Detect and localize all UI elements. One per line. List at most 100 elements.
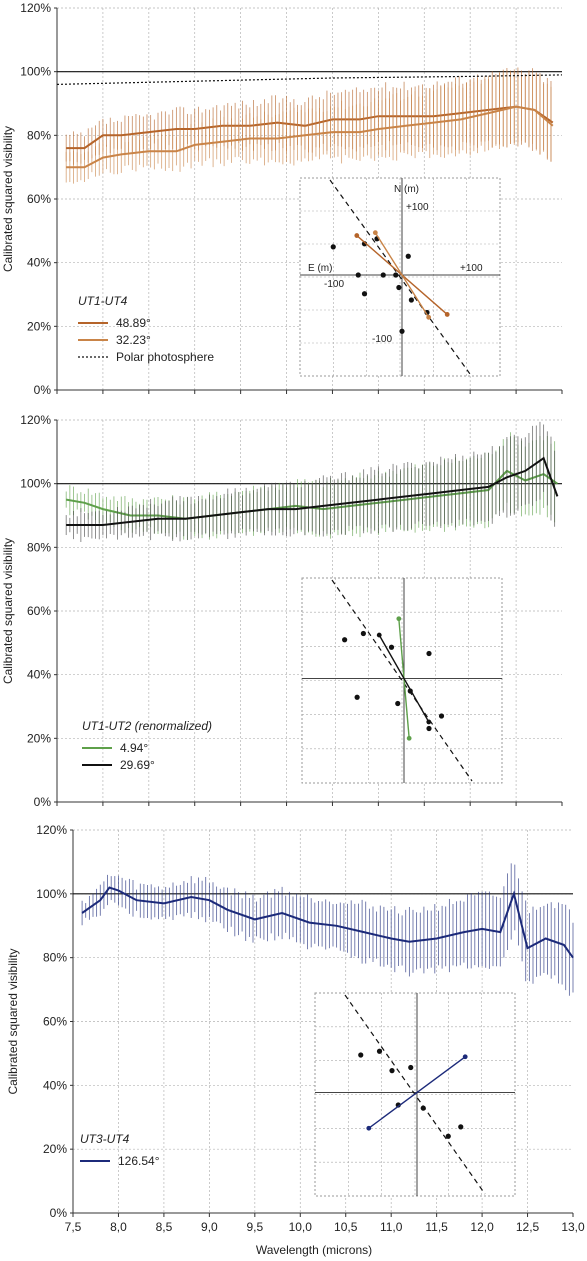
inset-point	[426, 725, 432, 732]
inset-point	[438, 713, 445, 719]
series-line	[66, 105, 554, 169]
y-tick-label: 80%	[27, 128, 51, 142]
y-tick-label: 100%	[20, 65, 51, 79]
inset-point	[376, 1048, 383, 1054]
x-tick-label: 8,5	[156, 1220, 173, 1234]
y-tick-label: 120%	[36, 823, 67, 837]
x-tick-label: 8,0	[110, 1220, 127, 1234]
x-tick-label: 10,5	[334, 1220, 358, 1234]
inset-point	[408, 297, 414, 303]
panel-ut1-ut4: 0% 20% 40% 60% 80% 100% 120% Calibrated squared…	[1, 1, 563, 397]
x-tick-label: 10,0	[289, 1220, 313, 1234]
legend-title: UT1-UT4	[78, 294, 128, 308]
legend-entry: 29.69°	[120, 758, 155, 772]
x-axis-label: Wavelength (microns)	[256, 1243, 372, 1257]
inset-baseline-end	[426, 719, 432, 725]
inset-point	[405, 253, 411, 259]
inset-point	[426, 650, 432, 657]
x-tick-label: 12,5	[516, 1220, 540, 1234]
inset-point	[330, 244, 336, 250]
inset-point	[342, 637, 348, 643]
inset-point	[388, 644, 395, 650]
y-tick-label: 100%	[20, 477, 51, 491]
y-tick-label: 120%	[20, 413, 51, 427]
inset-tick-label: -100	[372, 334, 392, 345]
y-tick-label: 80%	[27, 540, 51, 554]
inset-baseline	[378, 634, 430, 723]
y-tick-label: 60%	[43, 1015, 67, 1029]
y-tick-label: 40%	[27, 668, 51, 682]
inset-baseline-end	[354, 233, 360, 238]
legend-title: UT1-UT2 (renormalized)	[82, 719, 212, 733]
y-tick-label: 40%	[43, 1078, 67, 1092]
x-tick-label: 9,5	[246, 1220, 263, 1234]
inset-point	[458, 1124, 464, 1130]
legend-entry: 48.89°	[116, 316, 151, 330]
series-line	[81, 886, 574, 959]
inset-point	[354, 694, 360, 700]
x-tick-label: 12,0	[470, 1220, 494, 1234]
y-axis-label: Calibrated squared visibility	[1, 538, 15, 684]
legend-entry: 4.94°	[120, 741, 148, 755]
x-tick-label: 7,5	[65, 1220, 82, 1234]
y-tick-label: 20%	[27, 319, 51, 333]
inset-baseline	[368, 1056, 466, 1129]
inset-point	[380, 272, 386, 278]
inset-point	[361, 291, 368, 297]
x-tick-label: 11,5	[425, 1220, 448, 1234]
y-axis-label: Calibrated squared visibility	[1, 126, 15, 272]
inset-point	[399, 328, 405, 334]
series-line	[66, 105, 554, 150]
x-tick-label: 13,0	[561, 1220, 585, 1234]
inset-point	[445, 1133, 451, 1139]
inset-baseline	[374, 232, 430, 318]
x-tick-label: 11,0	[380, 1220, 403, 1234]
panel-ut3-ut4: 0% 20% 40% 60% 80% 100% 120% 7,5 8,0 8,5 9,0 9,5 10,…	[6, 823, 585, 1234]
y-tick-label: 20%	[43, 1142, 67, 1156]
series-line	[56, 74, 563, 85]
y-tick-label: 120%	[20, 1, 51, 15]
inset-axis-label: E (m)	[308, 263, 332, 274]
inset-tick-label: -100	[324, 279, 344, 290]
legend-entry: Polar photosphere	[116, 350, 214, 364]
inset-point	[420, 1105, 426, 1111]
inset-point	[408, 1064, 414, 1071]
inset-baseline-end	[406, 735, 412, 741]
inset-point	[355, 272, 361, 278]
inset-baseline-end	[376, 632, 382, 638]
y-tick-label: 40%	[27, 256, 51, 270]
y-axis-label: Calibrated squared visibility	[6, 948, 20, 1094]
y-tick-label: 0%	[50, 1206, 68, 1220]
inset-baseline-end	[426, 314, 432, 320]
inset-baseline-end	[462, 1054, 468, 1060]
legend-entry: 32.23°	[116, 333, 151, 347]
inset-point	[358, 1052, 364, 1058]
legend-entry: 126.54°	[118, 1154, 160, 1168]
inset-point	[361, 241, 368, 247]
inset-baseline-end	[366, 1125, 372, 1131]
inset-tick-label: +100	[460, 263, 483, 274]
x-tick-label: 9,0	[201, 1220, 218, 1234]
inset-point	[395, 700, 401, 707]
inset-point	[360, 630, 366, 637]
inset-tick-label: +100	[406, 202, 429, 213]
inset-baseline-end	[444, 312, 450, 317]
y-tick-label: 20%	[27, 731, 51, 745]
y-tick-label: 0%	[34, 383, 52, 397]
inset-orientation-line	[329, 179, 471, 375]
inset-point	[393, 272, 399, 278]
inset-point	[389, 1068, 395, 1074]
y-tick-label: 0%	[34, 795, 52, 809]
inset-axis-label: N (m)	[394, 184, 419, 195]
legend-title: UT3-UT4	[80, 1132, 130, 1146]
y-tick-label: 60%	[27, 604, 51, 618]
inset-baseline-end	[396, 616, 402, 622]
inset-baseline-end	[372, 230, 378, 236]
panel-ut1-ut2: 0% 20% 40% 60% 80% 100% 120% Calibrated squared…	[1, 413, 563, 809]
inset-orientation-line	[331, 579, 473, 782]
y-tick-label: 60%	[27, 192, 51, 206]
inset-point	[396, 284, 402, 291]
series-line	[66, 456, 559, 526]
y-tick-label: 100%	[36, 887, 67, 901]
